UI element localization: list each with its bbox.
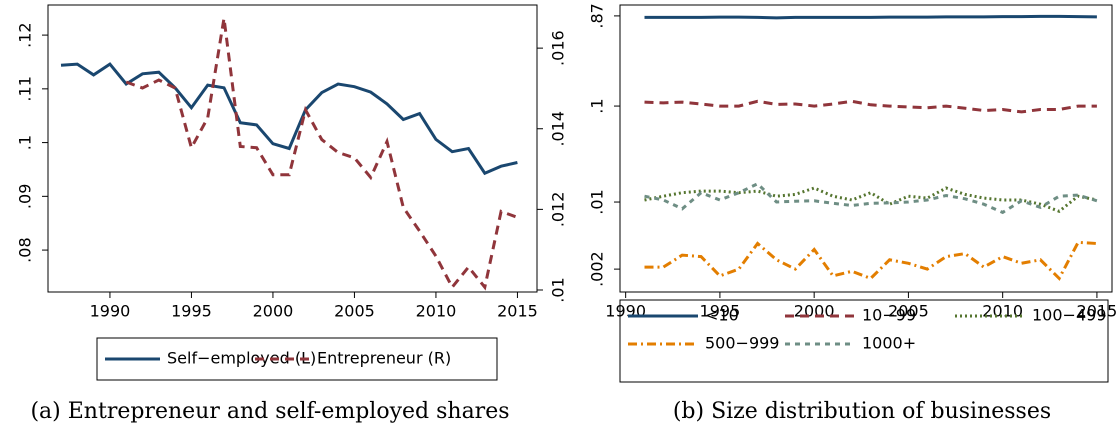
legend-box — [96, 337, 498, 381]
x-tick-label: 2015 — [497, 302, 538, 321]
legend-box — [619, 299, 1109, 383]
series-line — [644, 182, 1098, 215]
caption: (a) Entrepreneur and self-employed share… — [30, 399, 509, 424]
x-tick-label: 2010 — [982, 302, 1023, 321]
x-tick-label: 2000 — [794, 302, 835, 321]
legend-label: <10 — [705, 306, 739, 325]
x-tick-label: 2000 — [253, 302, 294, 321]
y2-tick-label: .014 — [549, 111, 568, 147]
y-tick-label: .002 — [588, 251, 607, 287]
y2-tick-label: .016 — [549, 30, 568, 66]
y-tick-label: .87 — [588, 3, 607, 28]
legend-label: Entrepreneur (R) — [317, 349, 451, 368]
x-tick-label: 1995 — [171, 302, 212, 321]
y-tick-label: .08 — [16, 237, 35, 262]
series-line — [644, 14, 1097, 20]
series-line — [644, 186, 1098, 214]
y-tick-label: .09 — [16, 184, 35, 209]
plot-frame — [619, 4, 1113, 293]
y-tick-label: .12 — [16, 22, 35, 47]
x-tick-label: 1990 — [90, 302, 131, 321]
series-line — [644, 240, 1097, 281]
x-tick-label: 2010 — [416, 302, 457, 321]
caption: (b) Size distribution of businesses — [673, 399, 1051, 424]
y-tick-label: .1 — [16, 135, 35, 150]
y2-tick-label: .01 — [549, 277, 568, 302]
y-tick-label: .01 — [588, 189, 607, 214]
y-tick-label: .11 — [16, 76, 35, 101]
legend-label: 500−999 — [705, 334, 779, 353]
x-tick-label: 2005 — [888, 302, 929, 321]
y2-tick-label: .012 — [549, 192, 568, 228]
series-line — [644, 99, 1097, 114]
legend-label: Self−employed (L) — [167, 349, 316, 368]
x-tick-label: 2005 — [334, 302, 375, 321]
legend-label: 1000+ — [862, 334, 916, 353]
plot-frame — [47, 4, 538, 293]
legend-label: 10−99 — [862, 306, 916, 325]
y-tick-label: .1 — [588, 98, 607, 113]
series-line — [60, 62, 518, 176]
legend-label: 100−499 — [1032, 306, 1106, 325]
series-line — [125, 18, 518, 291]
x-tick-label: 1990 — [605, 302, 646, 321]
x-tick-label: 1995 — [700, 302, 741, 321]
x-tick-label: 2015 — [1077, 302, 1117, 321]
